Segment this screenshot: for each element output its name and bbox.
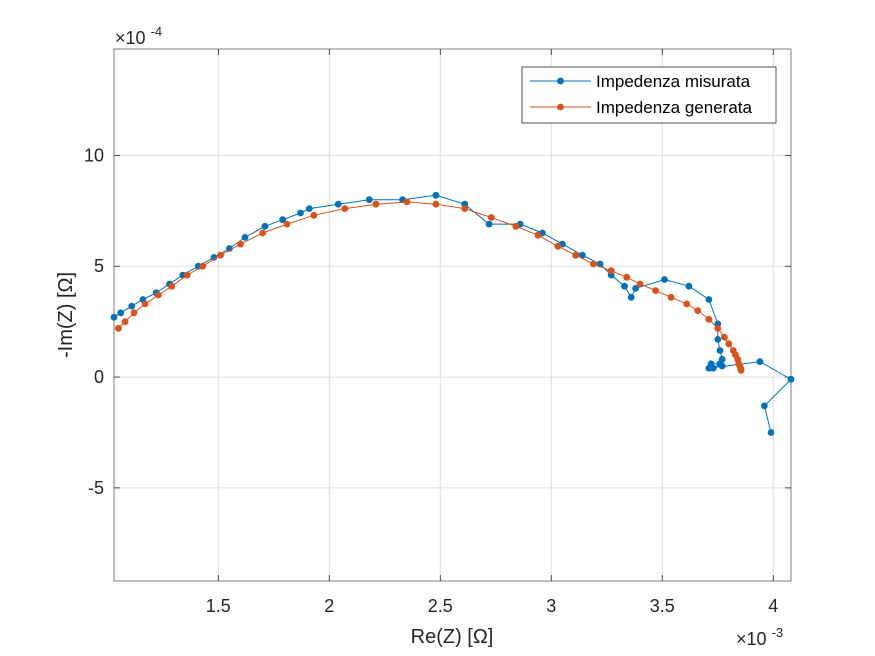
x-tick-label: 4 [768, 596, 778, 616]
measured-point [787, 375, 795, 383]
measured-point [297, 209, 304, 217]
y-tick-label: 5 [94, 256, 104, 276]
generated-point [115, 324, 122, 332]
generated-point [607, 267, 615, 275]
measured-point [761, 402, 768, 410]
data-series [110, 191, 795, 436]
legend-box [521, 66, 777, 124]
generated-point [461, 205, 469, 213]
measured-point [621, 282, 628, 290]
measured-point [432, 191, 440, 199]
generated-point [283, 220, 291, 228]
legend: Impedenza misurata Impedenza generata [521, 66, 777, 124]
measured-point [365, 196, 373, 204]
legend-label-generated: Impedenza generata [596, 98, 752, 117]
generated-point [341, 205, 349, 213]
generated-point [130, 309, 138, 317]
x-exponent: ×10 -3 [736, 625, 783, 649]
measured-point [110, 313, 118, 321]
generated-point [721, 333, 728, 341]
y-exponent-base: ×10 [115, 28, 146, 48]
generated-point [310, 211, 318, 219]
measured-point [661, 276, 668, 283]
generated-point [217, 251, 224, 259]
generated-point [737, 367, 745, 374]
measured-point [714, 336, 722, 343]
generated-point [714, 324, 722, 332]
generated-point [237, 240, 244, 248]
axis-ticks: 1.5 2 2.5 3 3.5 4 -5 0 5 10 [84, 49, 791, 616]
generated-point [572, 251, 580, 259]
measured-point [241, 234, 249, 241]
generated-point [623, 273, 631, 281]
generated-point [512, 222, 520, 230]
x-tick-label: 3 [546, 596, 556, 616]
generated-point [199, 262, 207, 270]
x-tick-label: 3.5 [650, 596, 675, 616]
measured-point [767, 429, 775, 436]
generated-point [636, 280, 644, 288]
generated-point [683, 300, 691, 308]
measured-point [226, 245, 233, 252]
measured-point [210, 254, 218, 261]
y-exponent: ×10 -4 [115, 24, 162, 48]
x-tick-label: 1.5 [206, 596, 231, 616]
generated-point [725, 340, 733, 348]
measured-point [716, 347, 724, 354]
y-tick-label: -5 [88, 478, 104, 498]
generated-point [155, 291, 162, 299]
measured-point [705, 364, 713, 372]
measured-point [627, 293, 635, 301]
generated-point [487, 214, 495, 221]
legend-marker-generated [557, 103, 564, 111]
generated-point [168, 282, 176, 290]
x-tick-label: 2 [324, 596, 334, 616]
measured-point [685, 282, 693, 290]
generated-point [432, 200, 440, 208]
generated-point [590, 260, 597, 268]
x-tick-label: 2.5 [428, 596, 453, 616]
legend-entry-measured: Impedenza misurata [530, 72, 751, 91]
generated-point [183, 271, 191, 279]
legend-label-measured: Impedenza misurata [596, 72, 751, 91]
generated-point [141, 300, 149, 308]
measured-point [334, 200, 342, 208]
measured-point [632, 285, 639, 292]
x-exponent-base: ×10 [736, 629, 767, 649]
measured-point [485, 220, 493, 228]
generated-point [121, 318, 129, 326]
measured-point [756, 358, 764, 365]
legend-marker-measured [557, 77, 564, 85]
measured-point [261, 222, 269, 230]
x-axis-label: Re(Z) [Ω] [411, 626, 494, 648]
measured-point [716, 360, 724, 368]
y-tick-label: 10 [84, 145, 104, 165]
generated-point [403, 198, 411, 206]
y-axis-label: -Im(Z) [Ω] [55, 272, 77, 358]
generated-point [554, 242, 562, 250]
generated-point [534, 231, 542, 239]
measured-point [579, 251, 586, 259]
generated-point [372, 200, 380, 208]
x-exponent-power: -3 [772, 625, 784, 640]
y-tick-label: 0 [94, 367, 104, 387]
generated-point [259, 229, 267, 237]
series-generated [115, 198, 745, 374]
y-exponent-power: -4 [151, 24, 163, 39]
measured-point [117, 309, 125, 317]
plot-area [114, 49, 791, 581]
generated-point [652, 287, 659, 294]
measured-point [305, 205, 313, 213]
series-measured [110, 191, 795, 436]
generated-point [694, 307, 702, 314]
grid-lines [114, 49, 791, 581]
legend-entry-generated: Impedenza generata [530, 98, 752, 117]
generated-point [705, 316, 713, 323]
generated-point [667, 293, 675, 301]
measured-point [705, 296, 713, 303]
measured-point [128, 302, 136, 310]
measured-point [279, 216, 287, 224]
